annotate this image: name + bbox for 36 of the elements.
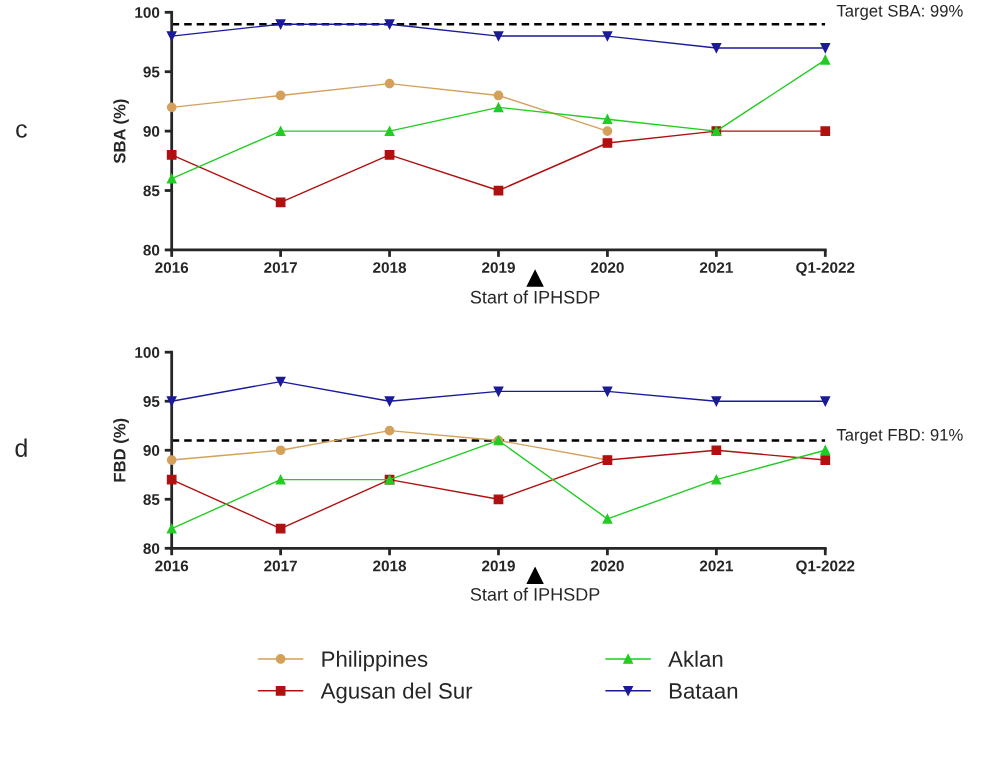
x-tick-label: 2017 (264, 262, 297, 273)
y-tick-label: 95 (143, 66, 160, 78)
y-tick-label: 90 (143, 125, 160, 137)
y-tick-label: 80 (143, 244, 160, 256)
y-tick-label: 80 (143, 543, 160, 554)
y-axis-title: SBA (%) (113, 99, 129, 164)
x-tick-label: 2021 (699, 262, 733, 273)
ref-line-label: Target FBD: 91% (836, 428, 963, 445)
legend-label: Philippines (322, 650, 428, 672)
legend-label: Aklan (668, 650, 723, 667)
text: Start of IPHSDP (470, 290, 600, 304)
text: d (15, 438, 27, 457)
x-tick-label: Q1-2022 (796, 262, 855, 276)
y-tick-label: 95 (143, 396, 160, 407)
y-tick-label: 100 (135, 7, 160, 18)
x-tick-label: 2018 (373, 262, 407, 273)
y-tick-label: 100 (135, 347, 160, 358)
x-tick-label: 2019 (482, 560, 515, 572)
x-tick-label: 2016 (155, 262, 189, 273)
x-tick-label: 2018 (373, 560, 407, 572)
x-tick-label: 2016 (155, 560, 189, 572)
x-tick-label: 2019 (482, 262, 515, 273)
text: c (16, 124, 27, 138)
x-tick-label: 2021 (699, 560, 733, 572)
text: Start of IPHSDP (470, 587, 600, 601)
y-tick-label: 85 (143, 185, 160, 197)
legend-label: Agusan del Sur (320, 682, 473, 704)
x-tick-label: 2020 (590, 560, 624, 572)
y-axis-title: FBD (%) (113, 418, 129, 482)
x-tick-label: 2020 (590, 262, 624, 273)
legend-label: Bataan (669, 683, 738, 699)
ref-line-label: Target SBA: 99% (836, 4, 963, 21)
y-tick-label: 90 (143, 445, 160, 456)
x-tick-label: Q1-2022 (796, 560, 855, 575)
x-tick-label: 2017 (264, 560, 297, 572)
y-tick-label: 85 (143, 494, 160, 505)
